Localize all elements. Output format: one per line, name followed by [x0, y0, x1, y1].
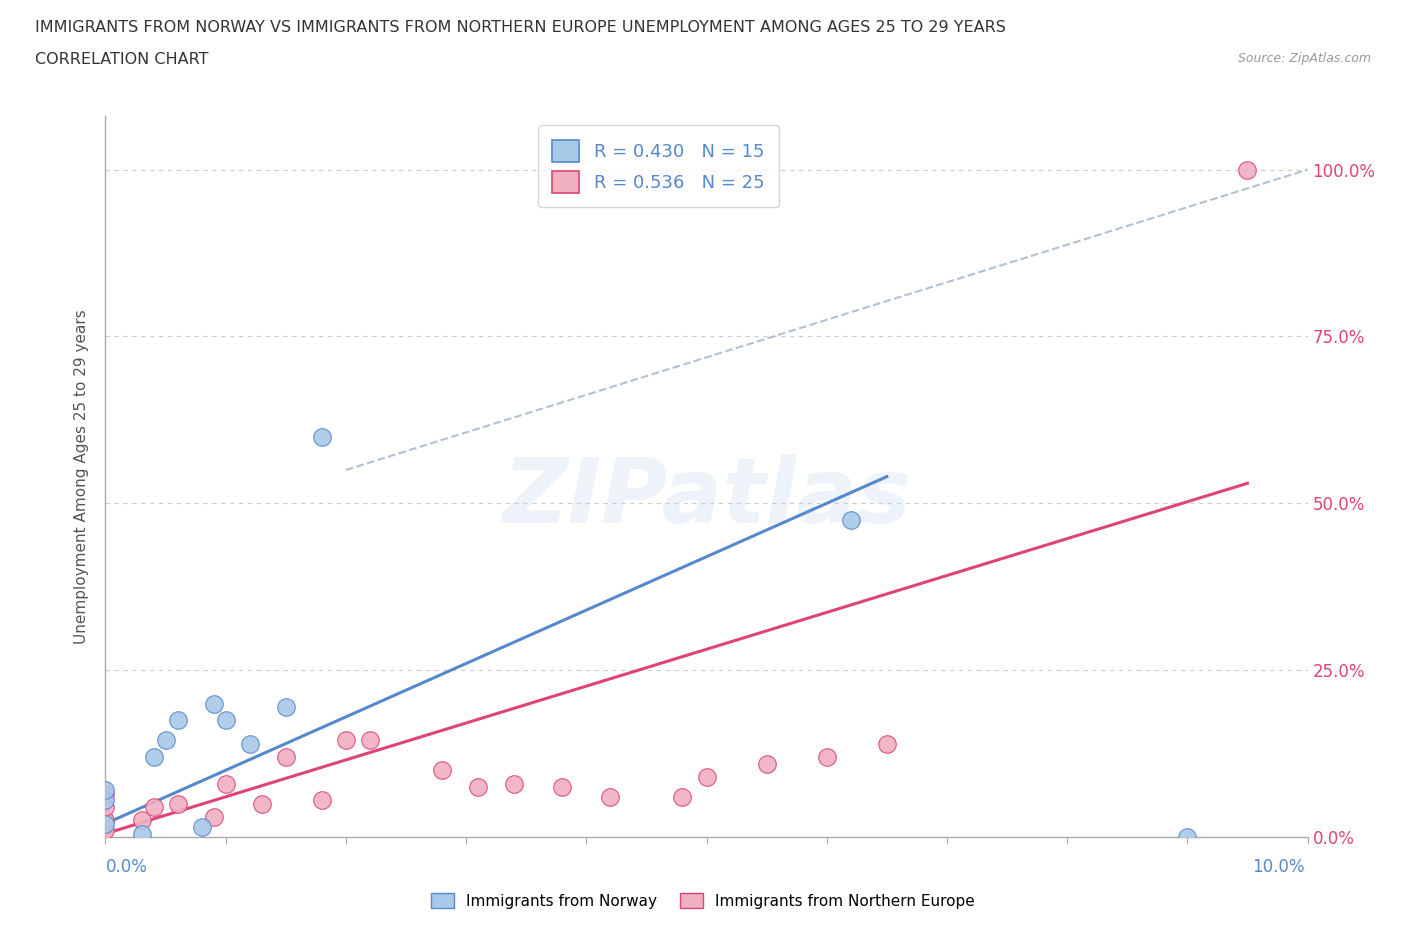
Point	[94, 813, 117, 828]
Point	[274, 699, 297, 714]
Point	[311, 429, 333, 444]
Point	[94, 783, 117, 798]
Point	[250, 796, 273, 811]
Point	[239, 737, 262, 751]
Point	[671, 790, 693, 804]
Text: 10.0%: 10.0%	[1253, 857, 1305, 876]
Point	[467, 779, 489, 794]
Point	[214, 777, 236, 791]
Text: CORRELATION CHART: CORRELATION CHART	[35, 52, 208, 67]
Point	[430, 763, 453, 777]
Point	[1236, 162, 1258, 177]
Legend: Immigrants from Norway, Immigrants from Northern Europe: Immigrants from Norway, Immigrants from …	[425, 886, 981, 915]
Point	[876, 737, 898, 751]
Point	[94, 786, 117, 801]
Point	[599, 790, 621, 804]
Point	[155, 733, 177, 748]
Point	[311, 793, 333, 808]
Text: 0.0%: 0.0%	[105, 857, 148, 876]
Text: ZIPatlas: ZIPatlas	[502, 454, 911, 542]
Point	[166, 712, 188, 727]
Point	[214, 712, 236, 727]
Legend: R = 0.430   N = 15, R = 0.536   N = 25: R = 0.430 N = 15, R = 0.536 N = 25	[538, 126, 779, 207]
Point	[142, 750, 165, 764]
Point	[94, 817, 117, 831]
Point	[815, 750, 838, 764]
Point	[1175, 830, 1198, 844]
Point	[274, 750, 297, 764]
Point	[131, 826, 153, 841]
Text: Source: ZipAtlas.com: Source: ZipAtlas.com	[1237, 52, 1371, 65]
Point	[551, 779, 574, 794]
Point	[359, 733, 381, 748]
Point	[696, 769, 718, 784]
Point	[94, 793, 117, 808]
Point	[166, 796, 188, 811]
Y-axis label: Unemployment Among Ages 25 to 29 years: Unemployment Among Ages 25 to 29 years	[75, 310, 90, 644]
Point	[131, 813, 153, 828]
Text: IMMIGRANTS FROM NORWAY VS IMMIGRANTS FROM NORTHERN EUROPE UNEMPLOYMENT AMONG AGE: IMMIGRANTS FROM NORWAY VS IMMIGRANTS FRO…	[35, 20, 1007, 35]
Point	[202, 696, 225, 711]
Point	[755, 756, 778, 771]
Point	[190, 819, 212, 834]
Point	[94, 823, 117, 838]
Point	[839, 512, 862, 527]
Point	[503, 777, 526, 791]
Point	[142, 800, 165, 815]
Point	[94, 800, 117, 815]
Point	[202, 809, 225, 824]
Point	[335, 733, 357, 748]
